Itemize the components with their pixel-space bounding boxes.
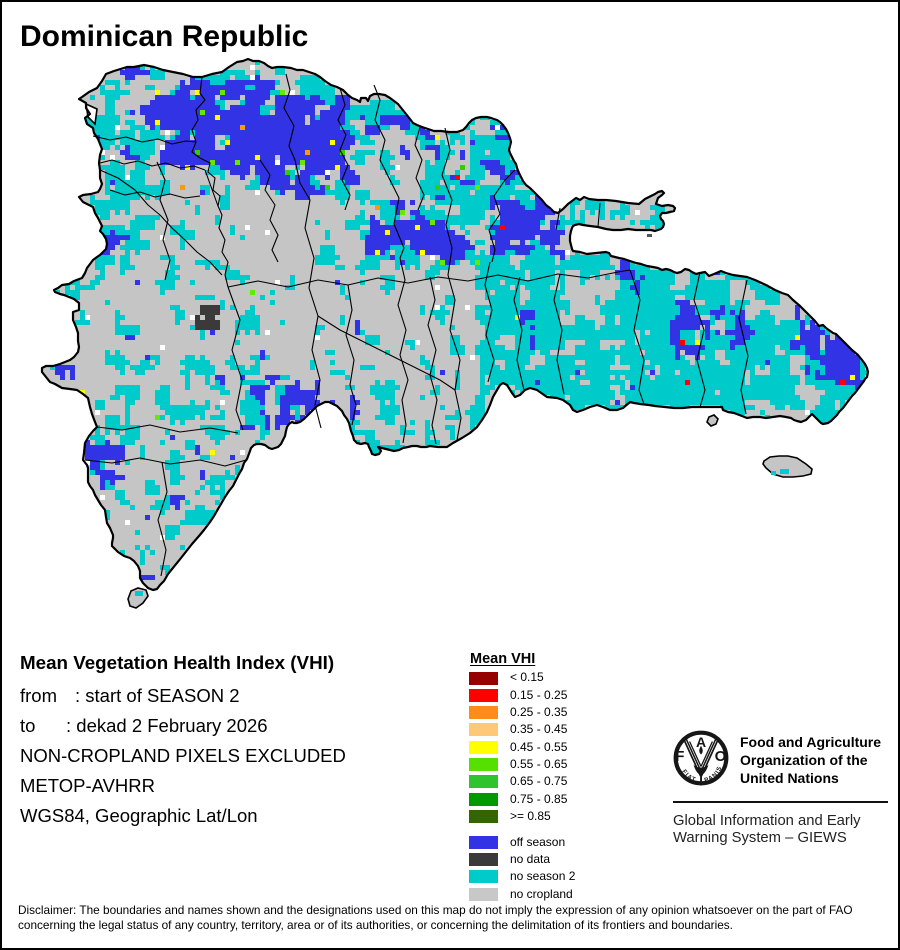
svg-text:O: O xyxy=(715,748,727,765)
svg-text:F: F xyxy=(675,748,684,765)
svg-text:A: A xyxy=(696,734,706,750)
